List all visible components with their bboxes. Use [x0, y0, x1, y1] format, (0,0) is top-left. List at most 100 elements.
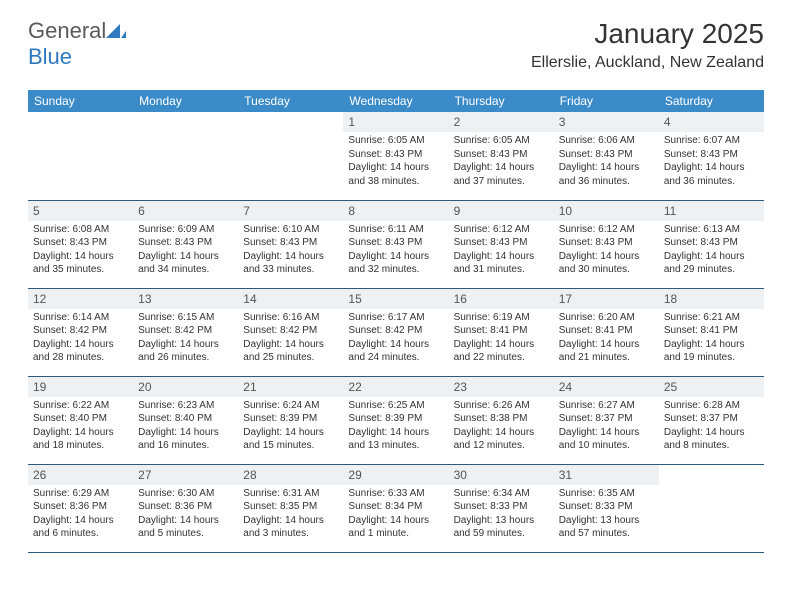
sunrise-text: Sunrise: 6:20 AM	[559, 311, 654, 325]
sunrise-text: Sunrise: 6:12 AM	[559, 223, 654, 237]
calendar-cell: 25Sunrise: 6:28 AMSunset: 8:37 PMDayligh…	[659, 376, 764, 464]
day-number: 23	[449, 377, 554, 397]
daylight-text: Daylight: 14 hours and 13 minutes.	[348, 426, 443, 453]
calendar-cell: 16Sunrise: 6:19 AMSunset: 8:41 PMDayligh…	[449, 288, 554, 376]
sunrise-text: Sunrise: 6:28 AM	[664, 399, 759, 413]
sunset-text: Sunset: 8:43 PM	[138, 236, 233, 250]
sunrise-text: Sunrise: 6:07 AM	[664, 134, 759, 148]
day-number: 17	[554, 289, 659, 309]
sunrise-text: Sunrise: 6:14 AM	[33, 311, 128, 325]
calendar-cell: 11Sunrise: 6:13 AMSunset: 8:43 PMDayligh…	[659, 200, 764, 288]
calendar-row: 19Sunrise: 6:22 AMSunset: 8:40 PMDayligh…	[28, 376, 764, 464]
calendar-cell: 3Sunrise: 6:06 AMSunset: 8:43 PMDaylight…	[554, 112, 659, 200]
sunset-text: Sunset: 8:34 PM	[348, 500, 443, 514]
day-body: Sunrise: 6:30 AMSunset: 8:36 PMDaylight:…	[133, 485, 238, 545]
calendar-row: 12Sunrise: 6:14 AMSunset: 8:42 PMDayligh…	[28, 288, 764, 376]
day-number: 30	[449, 465, 554, 485]
calendar-cell: ..	[238, 112, 343, 200]
day-body: Sunrise: 6:07 AMSunset: 8:43 PMDaylight:…	[659, 132, 764, 192]
day-body: Sunrise: 6:34 AMSunset: 8:33 PMDaylight:…	[449, 485, 554, 545]
daylight-text: Daylight: 14 hours and 21 minutes.	[559, 338, 654, 365]
day-body: Sunrise: 6:35 AMSunset: 8:33 PMDaylight:…	[554, 485, 659, 545]
day-body: Sunrise: 6:25 AMSunset: 8:39 PMDaylight:…	[343, 397, 448, 457]
day-body: Sunrise: 6:13 AMSunset: 8:43 PMDaylight:…	[659, 221, 764, 281]
day-body: Sunrise: 6:26 AMSunset: 8:38 PMDaylight:…	[449, 397, 554, 457]
daylight-text: Daylight: 14 hours and 3 minutes.	[243, 514, 338, 541]
calendar-cell: 12Sunrise: 6:14 AMSunset: 8:42 PMDayligh…	[28, 288, 133, 376]
sunset-text: Sunset: 8:43 PM	[664, 148, 759, 162]
calendar-cell: 7Sunrise: 6:10 AMSunset: 8:43 PMDaylight…	[238, 200, 343, 288]
sunset-text: Sunset: 8:40 PM	[138, 412, 233, 426]
day-body: Sunrise: 6:12 AMSunset: 8:43 PMDaylight:…	[554, 221, 659, 281]
calendar-cell: ..	[28, 112, 133, 200]
calendar-cell: 8Sunrise: 6:11 AMSunset: 8:43 PMDaylight…	[343, 200, 448, 288]
daylight-text: Daylight: 14 hours and 38 minutes.	[348, 161, 443, 188]
sunset-text: Sunset: 8:43 PM	[454, 236, 549, 250]
calendar-table: Sunday Monday Tuesday Wednesday Thursday…	[28, 90, 764, 553]
sunset-text: Sunset: 8:42 PM	[33, 324, 128, 338]
day-number: 20	[133, 377, 238, 397]
sunset-text: Sunset: 8:43 PM	[559, 148, 654, 162]
day-body: Sunrise: 6:11 AMSunset: 8:43 PMDaylight:…	[343, 221, 448, 281]
day-number: 13	[133, 289, 238, 309]
day-body: Sunrise: 6:17 AMSunset: 8:42 PMDaylight:…	[343, 309, 448, 369]
day-body: Sunrise: 6:33 AMSunset: 8:34 PMDaylight:…	[343, 485, 448, 545]
day-number: 25	[659, 377, 764, 397]
daylight-text: Daylight: 14 hours and 10 minutes.	[559, 426, 654, 453]
day-number: 28	[238, 465, 343, 485]
calendar-cell: 24Sunrise: 6:27 AMSunset: 8:37 PMDayligh…	[554, 376, 659, 464]
day-number: 8	[343, 201, 448, 221]
calendar-cell: ..	[659, 464, 764, 552]
sail-icon	[106, 18, 126, 44]
day-body: Sunrise: 6:06 AMSunset: 8:43 PMDaylight:…	[554, 132, 659, 192]
daylight-text: Daylight: 13 hours and 57 minutes.	[559, 514, 654, 541]
sunrise-text: Sunrise: 6:31 AM	[243, 487, 338, 501]
sunset-text: Sunset: 8:43 PM	[454, 148, 549, 162]
day-body: Sunrise: 6:15 AMSunset: 8:42 PMDaylight:…	[133, 309, 238, 369]
col-thursday: Thursday	[449, 90, 554, 112]
daylight-text: Daylight: 14 hours and 36 minutes.	[664, 161, 759, 188]
calendar-cell: 21Sunrise: 6:24 AMSunset: 8:39 PMDayligh…	[238, 376, 343, 464]
calendar-header-row: Sunday Monday Tuesday Wednesday Thursday…	[28, 90, 764, 112]
day-number: 18	[659, 289, 764, 309]
day-number: 1	[343, 112, 448, 132]
day-body: Sunrise: 6:31 AMSunset: 8:35 PMDaylight:…	[238, 485, 343, 545]
day-number: 21	[238, 377, 343, 397]
sunset-text: Sunset: 8:41 PM	[664, 324, 759, 338]
calendar-cell: 26Sunrise: 6:29 AMSunset: 8:36 PMDayligh…	[28, 464, 133, 552]
col-saturday: Saturday	[659, 90, 764, 112]
sunset-text: Sunset: 8:41 PM	[454, 324, 549, 338]
daylight-text: Daylight: 14 hours and 15 minutes.	[243, 426, 338, 453]
sunrise-text: Sunrise: 6:27 AM	[559, 399, 654, 413]
calendar-cell: 5Sunrise: 6:08 AMSunset: 8:43 PMDaylight…	[28, 200, 133, 288]
sunset-text: Sunset: 8:42 PM	[138, 324, 233, 338]
calendar-cell: ..	[133, 112, 238, 200]
title-block: January 2025 Ellerslie, Auckland, New Ze…	[531, 18, 764, 72]
daylight-text: Daylight: 14 hours and 1 minute.	[348, 514, 443, 541]
sunset-text: Sunset: 8:33 PM	[559, 500, 654, 514]
day-body: Sunrise: 6:27 AMSunset: 8:37 PMDaylight:…	[554, 397, 659, 457]
sunrise-text: Sunrise: 6:05 AM	[348, 134, 443, 148]
daylight-text: Daylight: 14 hours and 34 minutes.	[138, 250, 233, 277]
sunrise-text: Sunrise: 6:24 AM	[243, 399, 338, 413]
calendar-cell: 20Sunrise: 6:23 AMSunset: 8:40 PMDayligh…	[133, 376, 238, 464]
daylight-text: Daylight: 14 hours and 36 minutes.	[559, 161, 654, 188]
col-wednesday: Wednesday	[343, 90, 448, 112]
sunset-text: Sunset: 8:43 PM	[348, 236, 443, 250]
brand-logo: General Blue	[28, 18, 126, 70]
daylight-text: Daylight: 13 hours and 59 minutes.	[454, 514, 549, 541]
day-number: 9	[449, 201, 554, 221]
sunrise-text: Sunrise: 6:06 AM	[559, 134, 654, 148]
sunrise-text: Sunrise: 6:11 AM	[348, 223, 443, 237]
day-body: Sunrise: 6:09 AMSunset: 8:43 PMDaylight:…	[133, 221, 238, 281]
sunrise-text: Sunrise: 6:19 AM	[454, 311, 549, 325]
day-number: 7	[238, 201, 343, 221]
day-number: 29	[343, 465, 448, 485]
sunrise-text: Sunrise: 6:25 AM	[348, 399, 443, 413]
calendar-cell: 13Sunrise: 6:15 AMSunset: 8:42 PMDayligh…	[133, 288, 238, 376]
daylight-text: Daylight: 14 hours and 29 minutes.	[664, 250, 759, 277]
daylight-text: Daylight: 14 hours and 37 minutes.	[454, 161, 549, 188]
sunset-text: Sunset: 8:42 PM	[243, 324, 338, 338]
sunrise-text: Sunrise: 6:35 AM	[559, 487, 654, 501]
day-body: Sunrise: 6:05 AMSunset: 8:43 PMDaylight:…	[449, 132, 554, 192]
